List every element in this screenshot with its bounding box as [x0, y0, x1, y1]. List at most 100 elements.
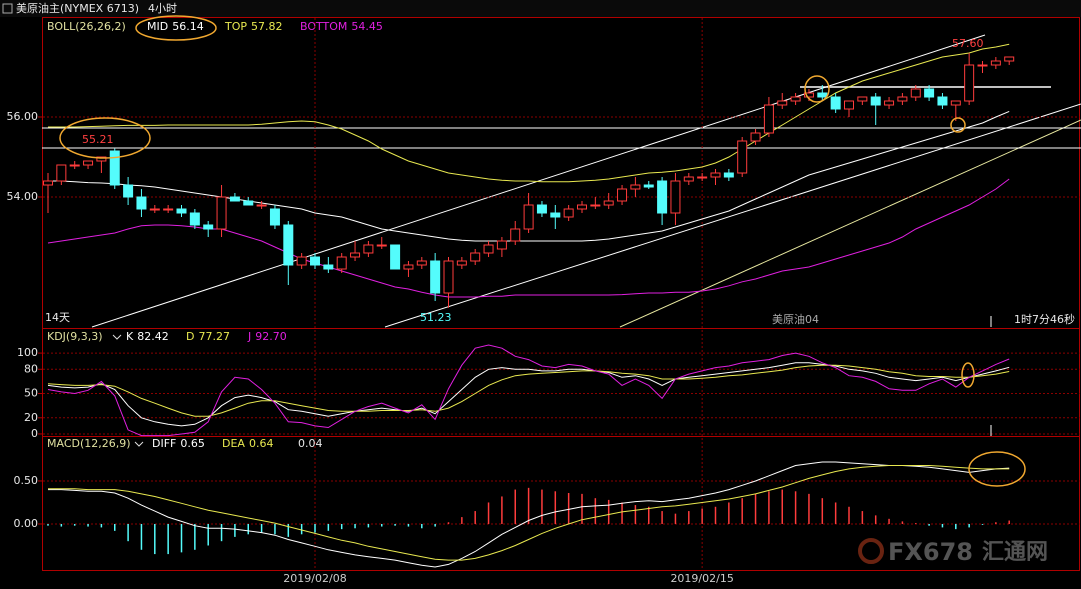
candle-body [136, 196, 147, 210]
watermark: FX678 汇通网 [858, 538, 1048, 566]
indicator-line [48, 43, 1010, 183]
candle-body [283, 224, 294, 266]
candle-body [550, 212, 561, 218]
legend-entry: BOTTOM 54.45 [300, 20, 383, 33]
candle-body [897, 96, 908, 102]
candle-body [310, 256, 320, 266]
legend-value: 56.14 [172, 20, 204, 33]
legend-name: BOTTOM [300, 20, 347, 33]
candle-body [163, 208, 174, 211]
candle-body [683, 176, 694, 182]
range-label: 14天 [45, 311, 70, 324]
candle-body [924, 88, 935, 98]
legend-name: J [247, 330, 251, 343]
candle-body [363, 244, 374, 254]
y-tick-label: 0 [31, 427, 38, 440]
candle-body [123, 184, 134, 198]
candle-body [43, 180, 53, 186]
legend-name: TOP [224, 20, 247, 33]
y-tick-label: 20 [24, 411, 38, 424]
watermark-text: FX678 [888, 538, 973, 566]
candle-body [403, 264, 414, 270]
legend-value: 54.45 [351, 20, 383, 33]
legend-entry: J 92.70 [247, 330, 287, 343]
candle-body [857, 96, 868, 102]
legend-value: 92.70 [255, 330, 287, 343]
panel-title: MACD(12,26,9) [47, 437, 131, 450]
legend-value: 57.82 [251, 20, 283, 33]
highlight [950, 117, 966, 133]
candle-body [697, 176, 708, 179]
y-tick-label: 0.50 [14, 474, 39, 487]
candle-body [109, 150, 120, 186]
annotation: 57.60 [952, 37, 984, 50]
candle-body [376, 244, 387, 247]
legend-entry: DIFF 0.65 [152, 437, 205, 450]
indicator-line [48, 465, 1010, 561]
candle-body [296, 256, 307, 266]
annotation: 55.21 [82, 133, 114, 146]
candle-body [710, 172, 721, 178]
candle-body [176, 208, 187, 214]
candle-body [443, 260, 454, 294]
candle-body [523, 204, 534, 230]
candle-body [617, 188, 628, 202]
candle-body [603, 200, 614, 206]
panel-title: BOLL(26,26,2) [47, 20, 126, 33]
candle-body [817, 92, 828, 98]
trend-line [619, 119, 1081, 328]
candle-body [777, 100, 788, 106]
candle-body [83, 160, 94, 166]
candle-body [563, 208, 574, 218]
symbol: 美原油主(NYMEX 6713) [16, 1, 139, 15]
candle-body [510, 228, 521, 242]
drawings [42, 34, 1081, 328]
candle-body [269, 208, 280, 226]
highlights [59, 15, 1026, 487]
legend-name: DIFF [152, 437, 176, 450]
candle-body [964, 64, 975, 102]
candle-body [590, 204, 601, 207]
candle-body [643, 184, 654, 188]
candle-body [844, 100, 854, 110]
candle-body [350, 252, 361, 258]
candle-body [536, 204, 547, 214]
candle-body [96, 156, 107, 162]
candle-body [750, 132, 761, 142]
candle-body [336, 256, 347, 270]
legend-entry: K 82.42 [126, 330, 169, 343]
y-tick-label: 54.00 [7, 190, 39, 203]
y-tick-label: 50 [24, 387, 38, 400]
candle-body [496, 240, 507, 250]
indicator-line [47, 344, 1010, 437]
candle-body [950, 100, 961, 106]
legend-entry: MID 56.14 [147, 20, 204, 33]
candle-body [416, 260, 427, 266]
legend-name: DEA [222, 437, 245, 450]
macd-frame [42, 436, 1080, 571]
y-tick-label: 80 [24, 362, 38, 375]
legend-name: MID [147, 20, 168, 33]
top-bar [0, 0, 1081, 17]
candle-body [430, 260, 441, 294]
candle-body [229, 196, 240, 202]
indicator-line [48, 110, 1010, 242]
watermark-text: 汇通网 [982, 540, 1048, 565]
candle-body [977, 64, 988, 67]
candle-body [657, 180, 668, 214]
candle-body [763, 104, 774, 134]
legend-entry: DEA 0.64 [222, 437, 273, 450]
candle-body [69, 164, 80, 167]
candle-body [790, 96, 801, 102]
candle-body [830, 96, 841, 110]
highlight [968, 451, 1026, 487]
highlight [59, 117, 151, 159]
candle-body [937, 96, 948, 106]
plot: 56.00 54.00 BOLL(26,26,2) MID 56.14 TOP 57.82 B… [7, 18, 1080, 585]
candle-body [470, 252, 481, 262]
candle-body [483, 244, 494, 254]
icon [2, 3, 13, 14]
legend-value: 77.27 [198, 330, 230, 343]
indicator-line [47, 364, 1010, 417]
candle-body [1004, 56, 1015, 62]
